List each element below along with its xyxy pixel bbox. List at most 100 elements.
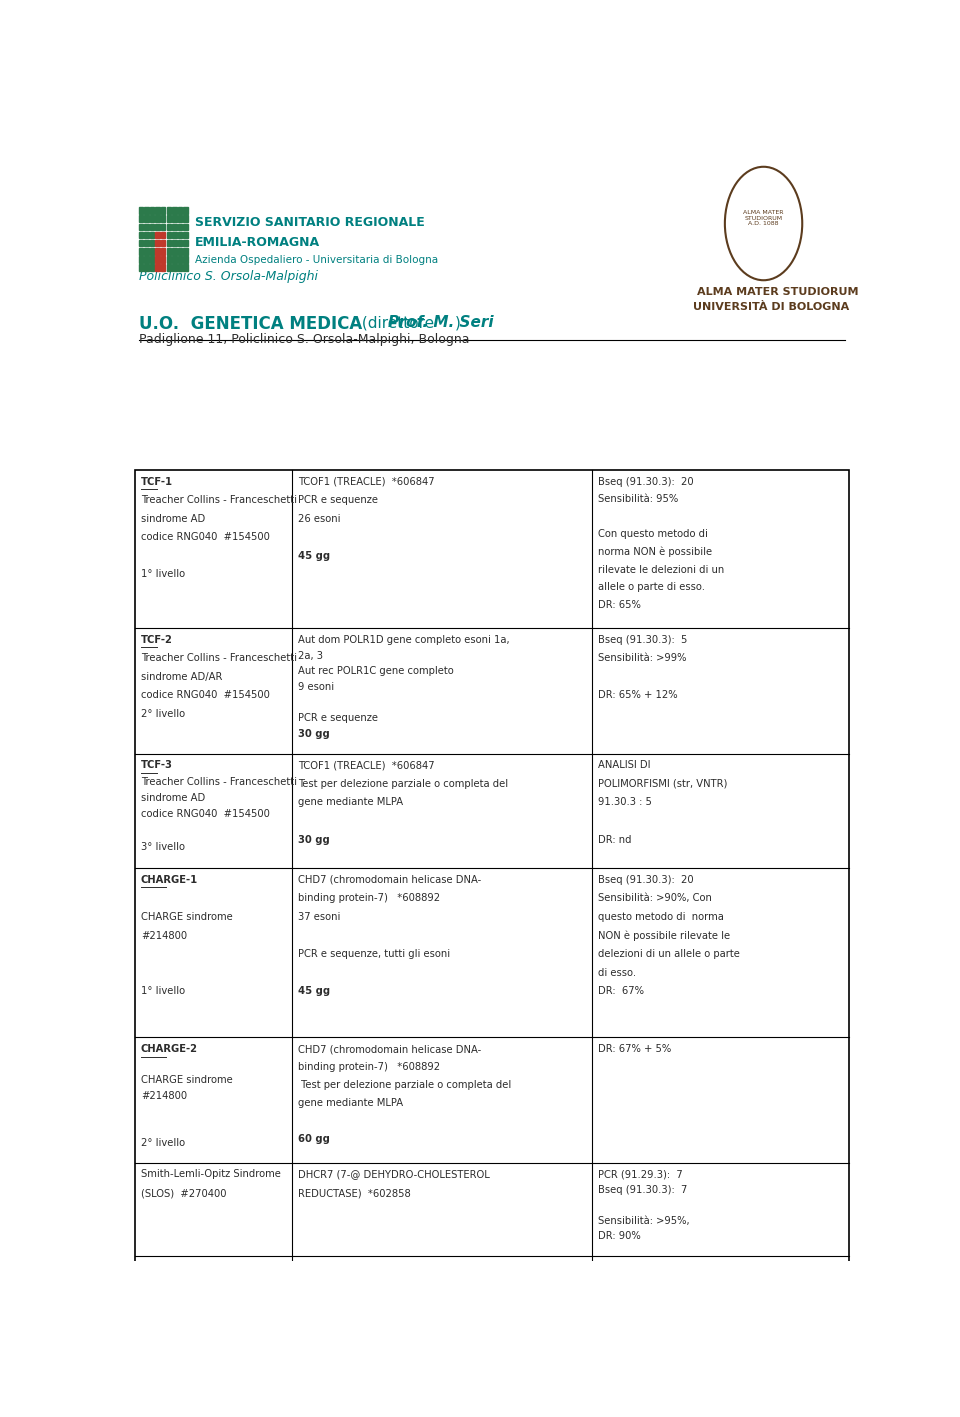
Text: TCOF1 (TREACLE)  *606847: TCOF1 (TREACLE) *606847 (298, 761, 435, 771)
Text: 30 gg: 30 gg (298, 835, 329, 845)
Text: REDUCTASE)  *602858: REDUCTASE) *602858 (298, 1187, 411, 1197)
Bar (144, 232, 149, 238)
Text: Bseq (91.30.3):  5: Bseq (91.30.3): 5 (598, 635, 687, 645)
Bar (178, 265, 182, 271)
Text: ALMA MATER STUDIORUM: ALMA MATER STUDIORUM (697, 286, 858, 296)
Bar (156, 207, 159, 214)
Text: (direttore: (direttore (356, 315, 439, 330)
Text: SOLO PER CASI NON SPORADICI: SOLO PER CASI NON SPORADICI (298, 1407, 456, 1417)
Text: EMILIA-ROMAGNA: EMILIA-ROMAGNA (195, 235, 320, 248)
Bar (144, 265, 149, 271)
Bar (172, 239, 177, 247)
Bar (178, 215, 182, 222)
Bar (161, 256, 165, 262)
Text: Bseq (91.30.3):  20: Bseq (91.30.3): 20 (598, 874, 693, 884)
Text: CHD7 (chromodomain helicase DNA-: CHD7 (chromodomain helicase DNA- (298, 874, 481, 884)
Text: DR: 90%: DR: 90% (598, 1323, 640, 1333)
Bar (150, 239, 155, 247)
Text: DR: nd: DR: nd (598, 835, 632, 845)
Text: ANALISI DI: ANALISI DI (598, 761, 651, 771)
Text: PCR (91.29.3):   14: PCR (91.29.3): 14 (598, 1355, 692, 1365)
Bar (138, 239, 143, 247)
Text: ): ) (455, 315, 461, 330)
Text: delezioni di un allele o parte: delezioni di un allele o parte (598, 949, 740, 959)
Text: TRANSCRIPTION, SUBUNIT 12: TRANSCRIPTION, SUBUNIT 12 (298, 1299, 444, 1309)
Text: sindrome AD/AR: sindrome AD/AR (141, 672, 222, 682)
Text: PCR  e sequenze: PCR e sequenze (298, 1372, 381, 1382)
Bar (166, 232, 171, 238)
Text: CHARGE-1: CHARGE-1 (141, 874, 198, 884)
Bar (161, 232, 165, 238)
Text: norma NON è possibile: norma NON è possibile (598, 547, 712, 557)
Text: Sensibilità: 95%: Sensibilità: 95% (598, 495, 678, 504)
Bar (138, 207, 143, 214)
Bar (144, 239, 149, 247)
Bar (166, 256, 171, 262)
Text: 45 gg: 45 gg (298, 551, 330, 561)
Text: 45 gg: 45 gg (298, 986, 330, 996)
Text: Padiglione 11, Policlinico S. Orsola-Malpighi, Bologna: Padiglione 11, Policlinico S. Orsola-Mal… (138, 333, 469, 346)
Bar (183, 215, 188, 222)
Text: codice RNG040  #154500: codice RNG040 #154500 (141, 533, 270, 543)
Bar (178, 239, 182, 247)
Text: MEDIATOR OF RNA POLYMERASE II: MEDIATOR OF RNA POLYMERASE II (298, 1281, 471, 1291)
Text: sindrome AD: sindrome AD (141, 514, 205, 524)
Bar (150, 256, 155, 262)
Text: PCR (91.29.3):  7: PCR (91.29.3): 7 (598, 1169, 683, 1179)
Text: Test per delezione parziale o completa del: Test per delezione parziale o completa d… (298, 779, 508, 789)
Text: DR: 90%: DR: 90% (598, 1231, 640, 1241)
Bar (150, 232, 155, 238)
Bar (161, 207, 165, 214)
Text: Aut rec POLR1C gene completo: Aut rec POLR1C gene completo (298, 666, 454, 676)
Text: sindrome AD: sindrome AD (141, 794, 205, 803)
Text: TCF-3: TCF-3 (141, 761, 173, 771)
Bar (138, 224, 143, 230)
Text: PCR e sequenze: PCR e sequenze (298, 495, 378, 506)
Text: DR: 65% + 12%: DR: 65% + 12% (598, 690, 678, 700)
Bar (166, 224, 171, 230)
Text: 1° livello: 1° livello (141, 570, 185, 580)
Text: (SLOS)  #270400: (SLOS) #270400 (141, 1187, 227, 1197)
Bar (138, 215, 143, 222)
Bar (172, 265, 177, 271)
Text: di esso.: di esso. (598, 968, 636, 978)
Bar (178, 248, 182, 255)
Bar (138, 232, 143, 238)
Bar (150, 248, 155, 255)
Text: 30 gg: 30 gg (298, 728, 329, 738)
Text: Test per delezione parziale o completa del: Test per delezione parziale o completa d… (298, 1080, 512, 1090)
Text: codice RNG040  #154500: codice RNG040 #154500 (141, 690, 270, 700)
Text: Aut dom POLR1D gene completo esoni 1a,: Aut dom POLR1D gene completo esoni 1a, (298, 635, 510, 645)
Bar (150, 207, 155, 214)
Text: DR: 67% + 5%: DR: 67% + 5% (598, 1044, 671, 1054)
Bar (172, 256, 177, 262)
Bar (166, 215, 171, 222)
Text: DHCR7 (7-@ DEHYDRO-CHOLESTEROL: DHCR7 (7-@ DEHYDRO-CHOLESTEROL (298, 1169, 490, 1179)
Bar (166, 207, 171, 214)
Bar (138, 265, 143, 271)
Text: Bseq (91.30.3):  7: Bseq (91.30.3): 7 (598, 1185, 687, 1195)
Bar (178, 256, 182, 262)
Text: TCF-2: TCF-2 (141, 635, 173, 645)
Text: SERVIZIO SANITARIO REGIONALE: SERVIZIO SANITARIO REGIONALE (195, 215, 424, 230)
Text: DR: 65%: DR: 65% (598, 599, 641, 609)
Text: Prof. M. Seri: Prof. M. Seri (388, 315, 493, 330)
Bar (172, 224, 177, 230)
Text: codice RNG040  #154500: codice RNG040 #154500 (141, 809, 270, 819)
Bar (183, 224, 188, 230)
Text: CHARGE sindrome: CHARGE sindrome (141, 1076, 232, 1085)
Bar (172, 248, 177, 255)
Text: ALMA MATER
STUDIORUM
A.D. 1088: ALMA MATER STUDIORUM A.D. 1088 (743, 210, 783, 227)
Text: DR:  67%: DR: 67% (598, 986, 644, 996)
Text: 15 esoni: 15 esoni (298, 1390, 341, 1400)
Text: Bseq (91.30.3):   14: Bseq (91.30.3): 14 (598, 1372, 697, 1382)
Text: CHARGE-2: CHARGE-2 (141, 1044, 198, 1054)
Text: #214800: #214800 (141, 1091, 187, 1101)
Text: Sensibilità: >95%,: Sensibilità: >95%, (598, 1216, 689, 1226)
Bar (156, 239, 159, 247)
Bar (156, 224, 159, 230)
Text: 9 esoni: 9 esoni (298, 682, 334, 691)
Bar (183, 232, 188, 238)
Bar (156, 265, 159, 271)
Text: U.O.  GENETICA MEDICA: U.O. GENETICA MEDICA (138, 315, 362, 333)
